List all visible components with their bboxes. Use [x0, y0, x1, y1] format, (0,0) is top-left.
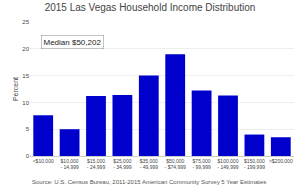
svg-text:$150,000- 199,999: $150,000- 199,999: [244, 158, 265, 171]
svg-text:25: 25: [22, 19, 29, 25]
svg-text:$75,000- 99,999: $75,000- 99,999: [192, 158, 211, 171]
svg-text:$15,000- 24,999: $15,000- 24,999: [87, 158, 106, 171]
svg-text:<$10,000: <$10,000: [33, 158, 54, 164]
svg-text:$100,000- 149,999: $100,000- 149,999: [217, 158, 238, 171]
svg-text:$25,000- 34,999: $25,000- 34,999: [113, 158, 132, 171]
svg-text:$10,000- 14,999: $10,000- 14,999: [60, 158, 79, 171]
svg-text:$50,000- $74,999: $50,000- $74,999: [165, 158, 186, 171]
svg-text:20: 20: [22, 46, 29, 52]
svg-text:10: 10: [22, 100, 29, 106]
svg-text:$35,000- 49,999: $35,000- 49,999: [140, 158, 159, 171]
svg-text:15: 15: [22, 73, 29, 79]
svg-text:2015 Las Vegas Household Incom: 2015 Las Vegas Household Income Distribu…: [45, 2, 256, 13]
svg-text:>$200,000: >$200,000: [269, 158, 293, 164]
svg-text:Percent: Percent: [12, 77, 19, 101]
svg-text:0: 0: [26, 153, 30, 159]
svg-text:Median $50,202: Median $50,202: [44, 38, 102, 47]
svg-text:Source: U.S. Census Bureau, 20: Source: U.S. Census Bureau, 2011-2015 Am…: [32, 179, 266, 185]
svg-text:5: 5: [26, 126, 30, 132]
